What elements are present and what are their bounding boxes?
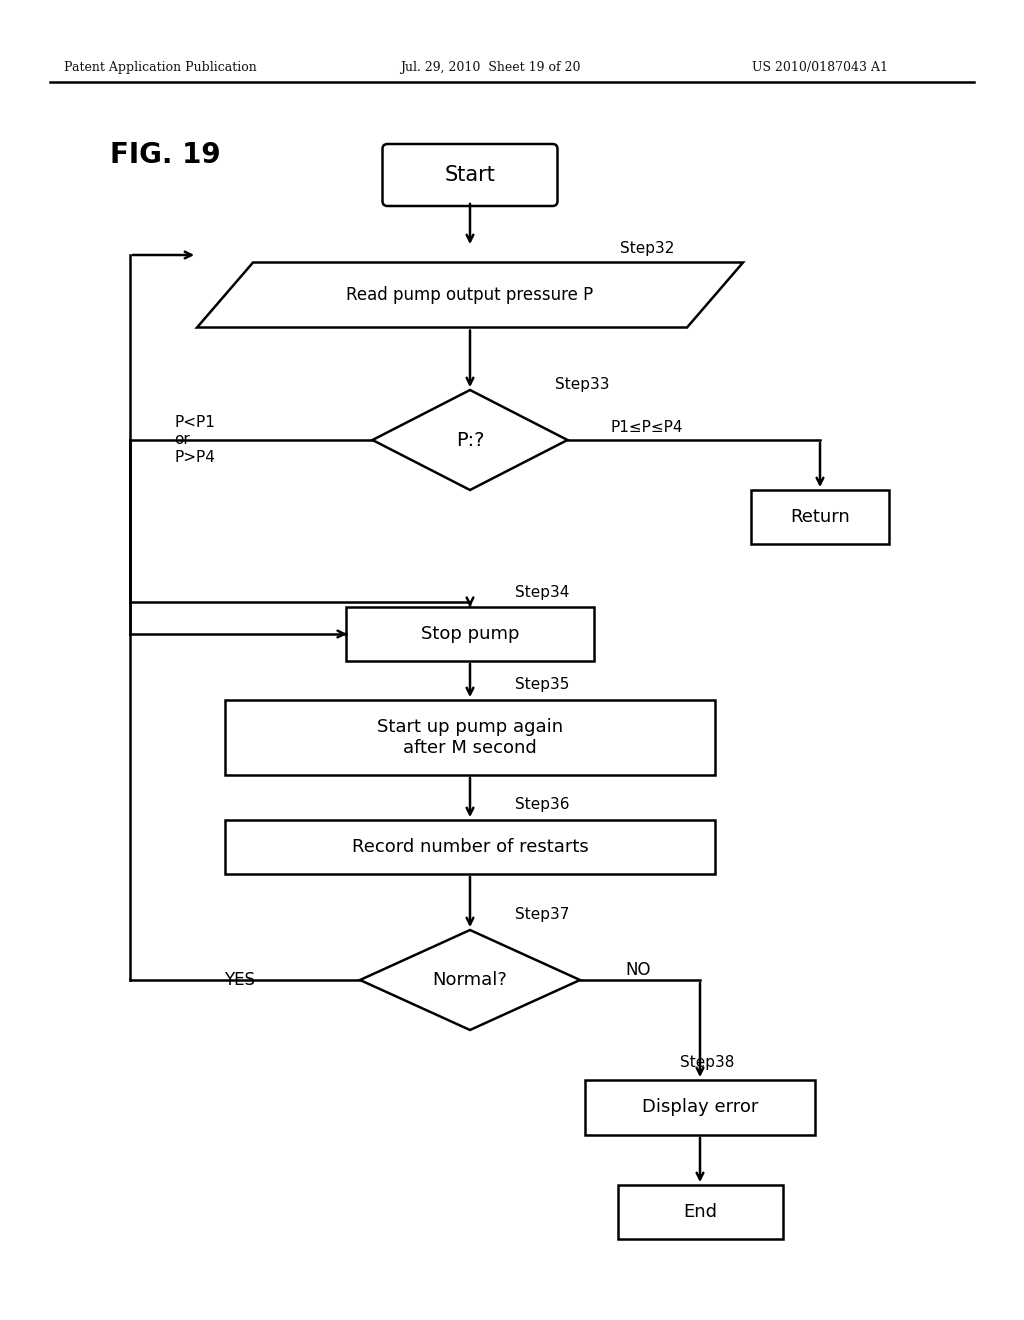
Text: Step33: Step33 [555,378,609,392]
Text: Step35: Step35 [515,677,569,693]
Text: Normal?: Normal? [432,972,508,989]
Text: Patent Application Publication: Patent Application Publication [63,62,256,74]
Bar [585,1080,815,1135]
Text: Display error: Display error [642,1098,758,1117]
FancyBboxPatch shape [383,144,557,206]
Text: P<P1
or
P>P4: P<P1 or P>P4 [174,414,215,465]
Bar [225,700,715,775]
Text: Jul. 29, 2010  Sheet 19 of 20: Jul. 29, 2010 Sheet 19 of 20 [399,62,581,74]
Text: FIG. 19: FIG. 19 [110,141,220,169]
Text: US 2010/0187043 A1: US 2010/0187043 A1 [752,62,888,74]
Text: Stop pump: Stop pump [421,624,519,643]
Text: Step36: Step36 [515,797,569,813]
Text: YES: YES [224,972,256,989]
Text: P:?: P:? [456,430,484,450]
Text: Return: Return [791,508,850,525]
Text: Step34: Step34 [515,585,569,599]
Bar [225,820,715,874]
Text: Step37: Step37 [515,908,569,923]
Text: NO: NO [625,961,650,979]
Text: Step32: Step32 [620,240,675,256]
Text: Read pump output pressure P: Read pump output pressure P [346,286,594,304]
Text: Start: Start [444,165,496,185]
Text: Start up pump again
after M second: Start up pump again after M second [377,718,563,756]
Bar [346,607,594,661]
Bar [617,1185,782,1239]
Polygon shape [373,389,567,490]
Polygon shape [197,263,743,327]
Text: End: End [683,1203,717,1221]
Text: Step38: Step38 [680,1055,734,1069]
Bar [751,490,889,544]
Polygon shape [360,931,580,1030]
Text: Record number of restarts: Record number of restarts [351,838,589,855]
Text: P1≤P≤P4: P1≤P≤P4 [610,421,683,436]
